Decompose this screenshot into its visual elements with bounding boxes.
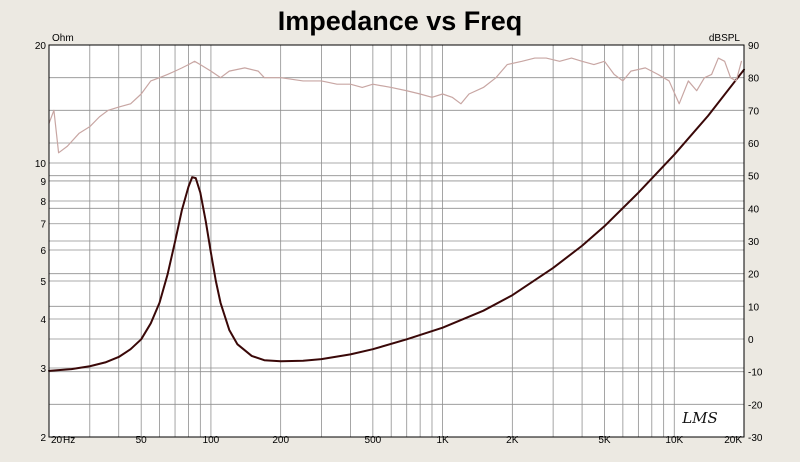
- x-tick-label: 5K: [598, 435, 611, 446]
- y-right-tick-label: 50: [748, 172, 760, 183]
- y-right-tick-label: 60: [748, 139, 760, 150]
- lms-watermark: LMS: [681, 409, 718, 427]
- y-left-tick-label: 4: [40, 315, 46, 326]
- y-left-tick-label: 9: [40, 177, 46, 188]
- x-tick-label: 20: [51, 435, 63, 446]
- x-tick-label: 500: [365, 435, 382, 446]
- x-axis-unit: Hz: [63, 435, 75, 446]
- y-right-tick-label: 70: [748, 106, 760, 117]
- right-axis-unit: dBSPL: [709, 33, 741, 44]
- plot-frame: [48, 44, 745, 438]
- x-tick-label: 20K: [724, 435, 742, 446]
- y-right-tick-label: 20: [748, 270, 760, 281]
- y-right-tick-label: -20: [748, 400, 763, 411]
- y-left-tick-label: 8: [40, 197, 46, 208]
- x-tick-label: 200: [272, 435, 289, 446]
- y-left-tick-label: 2: [40, 433, 46, 444]
- chart-title: Impedance vs Freq: [278, 6, 523, 36]
- x-tick-label: 10K: [665, 435, 683, 446]
- y-left-tick-label: 3: [40, 364, 46, 375]
- y-right-tick-label: 10: [748, 302, 760, 313]
- impedance-curve: [48, 68, 745, 372]
- y-right-tick-label: 90: [748, 41, 760, 52]
- y-right-tick-label: -10: [748, 368, 763, 379]
- y-left-tick-label: 7: [40, 220, 46, 231]
- x-tick-label: 50: [136, 435, 148, 446]
- y-left-tick-label: 6: [40, 246, 46, 257]
- y-left-tick-label: 10: [35, 159, 47, 170]
- x-tick-label: 100: [203, 435, 220, 446]
- y-right-tick-label: 30: [748, 237, 760, 248]
- y-left-tick-label: 20: [35, 41, 47, 52]
- x-tick-label: 2K: [506, 435, 519, 446]
- y-right-tick-label: -30: [748, 433, 763, 444]
- spl-response-curve: [48, 57, 743, 154]
- y-right-tick-label: 80: [748, 74, 760, 85]
- left-axis-unit: Ohm: [52, 33, 74, 44]
- grid-lines: [49, 45, 744, 437]
- y-left-tick-label: 5: [40, 277, 46, 288]
- data-series: [48, 57, 745, 372]
- y-right-tick-label: 40: [748, 204, 760, 215]
- y-right-tick-label: 0: [748, 335, 754, 346]
- x-tick-label: 1K: [436, 435, 449, 446]
